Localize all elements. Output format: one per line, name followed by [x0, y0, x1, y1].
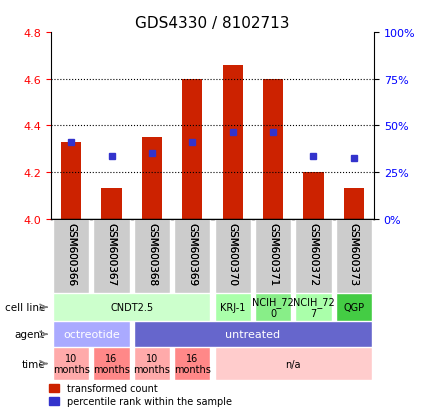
Text: cell line: cell line — [5, 302, 45, 312]
FancyBboxPatch shape — [94, 219, 130, 294]
Text: untreated: untreated — [225, 330, 280, 339]
Text: CNDT2.5: CNDT2.5 — [110, 302, 153, 312]
Text: GSM600369: GSM600369 — [187, 223, 197, 286]
Text: GSM600368: GSM600368 — [147, 223, 157, 286]
Bar — [263, 80, 283, 219]
Title: GDS4330 / 8102713: GDS4330 / 8102713 — [135, 16, 290, 31]
Text: NCIH_72
0: NCIH_72 0 — [252, 296, 294, 319]
Bar — [223, 66, 243, 219]
Bar — [61, 142, 81, 219]
Text: GSM600369: GSM600369 — [187, 223, 197, 286]
Bar — [53, 347, 89, 380]
Text: GSM600373: GSM600373 — [349, 223, 359, 286]
FancyBboxPatch shape — [174, 219, 210, 294]
Bar — [182, 80, 202, 219]
FancyBboxPatch shape — [295, 219, 332, 294]
Bar — [295, 294, 332, 321]
Text: GSM600370: GSM600370 — [228, 223, 238, 286]
FancyBboxPatch shape — [255, 219, 291, 294]
Text: GSM600372: GSM600372 — [309, 223, 318, 286]
Bar — [255, 294, 291, 321]
Bar — [215, 347, 372, 380]
Bar — [174, 347, 210, 380]
Text: 16
months: 16 months — [93, 353, 130, 375]
Bar — [336, 294, 372, 321]
Text: GSM600370: GSM600370 — [228, 223, 238, 286]
Text: GSM600367: GSM600367 — [107, 223, 116, 286]
Text: agent: agent — [15, 330, 45, 339]
Text: QGP: QGP — [343, 302, 364, 312]
Text: KRJ-1: KRJ-1 — [220, 302, 245, 312]
Text: 16
months: 16 months — [174, 353, 211, 375]
Text: time: time — [21, 359, 45, 369]
Text: GSM600372: GSM600372 — [309, 223, 318, 286]
Bar — [102, 189, 122, 219]
Text: GSM600373: GSM600373 — [349, 223, 359, 286]
Bar — [53, 294, 210, 321]
Bar — [215, 294, 251, 321]
Text: octreotide: octreotide — [63, 330, 120, 339]
FancyBboxPatch shape — [215, 219, 251, 294]
Legend: transformed count, percentile rank within the sample: transformed count, percentile rank withi… — [47, 382, 234, 408]
Bar — [344, 189, 364, 219]
Text: GSM600368: GSM600368 — [147, 223, 157, 286]
Text: 10
months: 10 months — [133, 353, 170, 375]
Bar — [53, 321, 130, 347]
Text: GSM600366: GSM600366 — [66, 223, 76, 286]
FancyBboxPatch shape — [134, 219, 170, 294]
Bar — [134, 347, 170, 380]
Bar — [94, 347, 130, 380]
FancyBboxPatch shape — [336, 219, 372, 294]
Text: GSM600371: GSM600371 — [268, 223, 278, 286]
Bar — [142, 138, 162, 219]
Text: GSM600366: GSM600366 — [66, 223, 76, 286]
Text: n/a: n/a — [286, 359, 301, 369]
FancyBboxPatch shape — [53, 219, 89, 294]
Bar — [134, 321, 372, 347]
Bar — [303, 173, 323, 219]
Text: NCIH_72
7: NCIH_72 7 — [292, 296, 334, 319]
Text: GSM600371: GSM600371 — [268, 223, 278, 286]
Text: 10
months: 10 months — [53, 353, 90, 375]
Text: GSM600367: GSM600367 — [107, 223, 116, 286]
